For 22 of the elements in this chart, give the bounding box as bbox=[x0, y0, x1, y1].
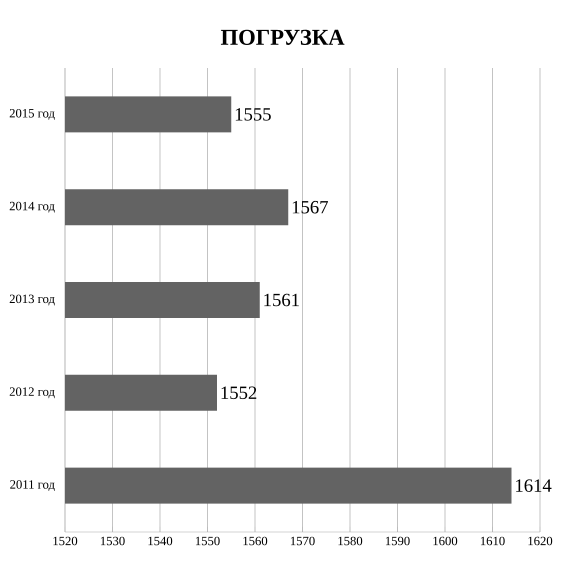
data-label: 1552 bbox=[222, 386, 256, 400]
y-tick-label: 2015 год bbox=[10, 108, 55, 120]
x-tick-label: 1590 bbox=[386, 536, 410, 546]
x-tick-label: 1530 bbox=[100, 536, 125, 546]
y-tick-label: 2013 год bbox=[10, 294, 55, 306]
x-tick-label: 1550 bbox=[196, 536, 220, 546]
x-tick-label: 1570 bbox=[290, 536, 315, 546]
chart-title: ПОГРУЗКА bbox=[220, 30, 344, 45]
data-label: 1555 bbox=[236, 108, 271, 121]
y-tick-label: 2012 год bbox=[10, 387, 55, 398]
x-tick-label: 1520 bbox=[53, 536, 78, 546]
data-label: 1561 bbox=[264, 294, 299, 306]
x-tick-label: 1580 bbox=[338, 536, 362, 546]
data-label: 1567 bbox=[292, 200, 328, 214]
y-tick-label: 2014 год bbox=[10, 202, 55, 213]
x-tick-label: 1610 bbox=[480, 536, 505, 546]
x-tick-label: 1620 bbox=[528, 536, 552, 546]
x-tick-label: 1540 bbox=[148, 536, 172, 546]
x-tick-label: 1600 bbox=[433, 536, 458, 546]
x-tick-label: 1560 bbox=[243, 536, 268, 546]
y-tick-label: 2011 год bbox=[10, 480, 55, 492]
data-label: 1614 bbox=[516, 479, 552, 492]
